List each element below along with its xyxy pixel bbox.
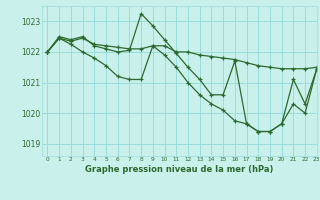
- X-axis label: Graphe pression niveau de la mer (hPa): Graphe pression niveau de la mer (hPa): [85, 165, 273, 174]
